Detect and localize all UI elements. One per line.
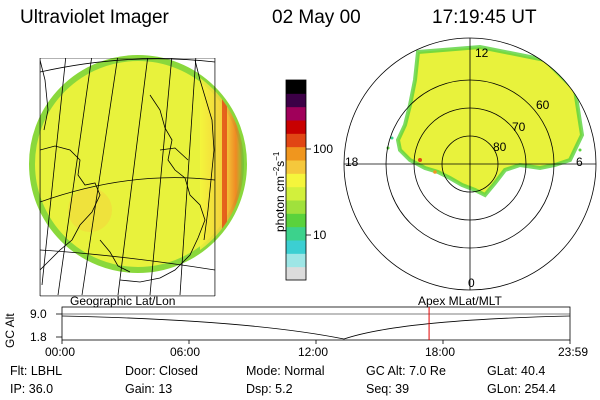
gc-alt-axis-title: GC Alt <box>3 313 17 348</box>
earth-grid <box>40 58 215 296</box>
colorbar-unit: photon cm−2s−1 <box>272 152 287 232</box>
ip-info: IP: 36.0 <box>10 382 54 396</box>
y-tick-1-8: 1.8 <box>30 330 47 344</box>
colorbar-block <box>286 93 306 108</box>
colorbar-unit-exp2: −1 <box>272 151 281 161</box>
x-tick-12: 12:00 <box>298 345 329 359</box>
lat-label-80: 80 <box>493 140 507 154</box>
seq-info: Seq: 39 <box>366 382 410 396</box>
mlt-label-18: 18 <box>345 155 359 169</box>
lat-label-70: 70 <box>512 120 526 134</box>
colorbar-block <box>286 186 306 201</box>
instrument-title: Ultraviolet Imager <box>20 7 169 28</box>
apex-label: Apex MLat/MLT <box>418 294 502 308</box>
colorbar-block <box>286 146 306 161</box>
colorbar-block <box>286 120 306 134</box>
x-tick-06: 06:00 <box>170 345 201 359</box>
mlt-label-6: 6 <box>576 155 583 169</box>
mlt-label-12: 12 <box>475 46 489 60</box>
colorbar-block <box>286 106 306 121</box>
x-tick-2359: 23:59 <box>558 345 589 359</box>
colorbar-unit-base: photon cm <box>273 175 287 232</box>
colorbar-tick-100: 100 <box>313 142 334 156</box>
colorbar <box>285 79 311 281</box>
date-label: 02 May 00 <box>272 7 361 28</box>
colorbar-block <box>286 226 306 241</box>
colorbar-block <box>286 160 306 174</box>
gain-info: Gain: 13 <box>125 382 173 396</box>
colorbar-tick-10: 10 <box>313 228 327 242</box>
colorbar-block <box>286 173 306 188</box>
door-info: Door: Closed <box>125 364 198 378</box>
glon-info: GLon: 254.4 <box>487 382 556 396</box>
glat-info: GLat: 40.4 <box>487 364 546 378</box>
colorbar-block <box>286 200 306 214</box>
gc-alt-info: GC Alt: 7.0 Re <box>366 364 446 378</box>
coastline <box>40 59 215 283</box>
polar-plot <box>343 37 597 291</box>
colorbar-block <box>286 80 306 94</box>
geographic-label: Geographic Lat/Lon <box>70 294 176 308</box>
colorbar-block <box>286 213 306 228</box>
earth-image <box>29 55 247 297</box>
lat-label-60: 60 <box>536 98 550 112</box>
mlt-label-0: 0 <box>468 276 475 290</box>
colorbar-unit-exp1: −2 <box>272 166 281 176</box>
x-tick-18: 18:00 <box>425 345 456 359</box>
mode-info: Mode: Normal <box>246 364 325 378</box>
colorbar-block <box>286 253 306 268</box>
time-label: 17:19:45 UT <box>432 7 537 28</box>
colorbar-block <box>286 240 306 254</box>
timeline-panel <box>56 306 571 344</box>
flt-info: Flt: LBHL <box>10 364 63 378</box>
colorbar-block <box>286 266 306 281</box>
dsp-info: Dsp: 5.2 <box>246 382 293 396</box>
colorbar-unit-s: s <box>273 160 287 167</box>
x-tick-00: 00:00 <box>45 345 76 359</box>
colorbar-block <box>286 133 306 148</box>
y-tick-9: 9.0 <box>30 307 47 321</box>
